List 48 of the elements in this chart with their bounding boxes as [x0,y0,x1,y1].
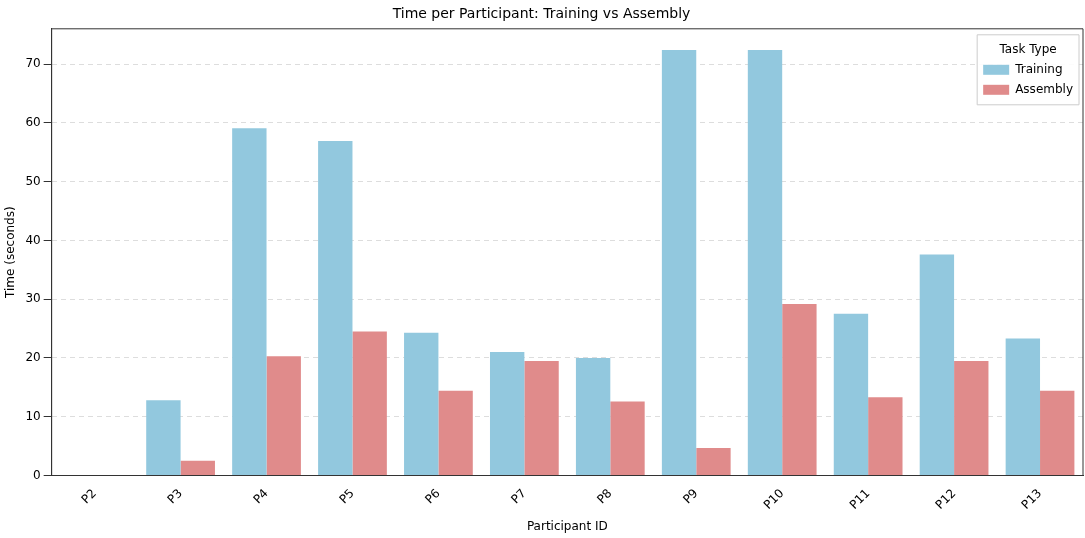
legend-label: Assembly [1015,81,1074,96]
bar [782,303,817,475]
bar [1040,390,1075,475]
bar [146,400,181,475]
bar [232,128,267,475]
x-tick-label: P4 [250,486,271,507]
x-tick-label: P6 [422,486,443,507]
y-tick-label: 70 [25,56,41,71]
bar [352,331,387,475]
x-tick-label: P7 [508,486,529,507]
bar [318,141,353,475]
bar [954,360,989,475]
bar [524,360,559,475]
y-tick-label: 0 [33,467,41,482]
bar [747,49,783,475]
x-tick-label: P8 [594,486,615,507]
x-tick-label: P10 [760,486,787,512]
x-tick-label: P3 [164,486,185,507]
bar [489,352,525,475]
x-tick-label: P11 [846,486,873,512]
bar [610,401,645,475]
y-tick-label: 30 [25,291,41,306]
bar [919,254,955,475]
bar [180,460,215,475]
x-tick-label: P13 [1018,486,1045,512]
x-tick-label: P2 [78,486,99,507]
x-tick-label: P9 [680,486,701,507]
bar [868,397,903,475]
y-tick-label: 20 [25,350,41,365]
x-tick-label: P5 [336,486,357,507]
bar [833,313,869,475]
bar [404,332,439,475]
bar [575,357,611,475]
legend-label: Training [1014,61,1063,76]
x-axis-title: Participant ID [526,518,608,533]
bar [661,49,697,475]
y-tick-label: 50 [25,173,41,188]
bar [696,447,731,475]
chart-title: Time per Participant: Training vs Assembly [391,5,691,22]
bar [438,390,473,475]
legend-title: Task Type [998,41,1057,56]
x-tick-label: P12 [932,486,959,512]
bar [1005,338,1041,475]
y-tick-label: 40 [25,232,41,247]
bar [266,356,301,475]
y-tick-label: 10 [25,408,41,423]
y-axis-title: Time (seconds) [3,206,18,299]
y-tick-label: 60 [25,114,41,129]
